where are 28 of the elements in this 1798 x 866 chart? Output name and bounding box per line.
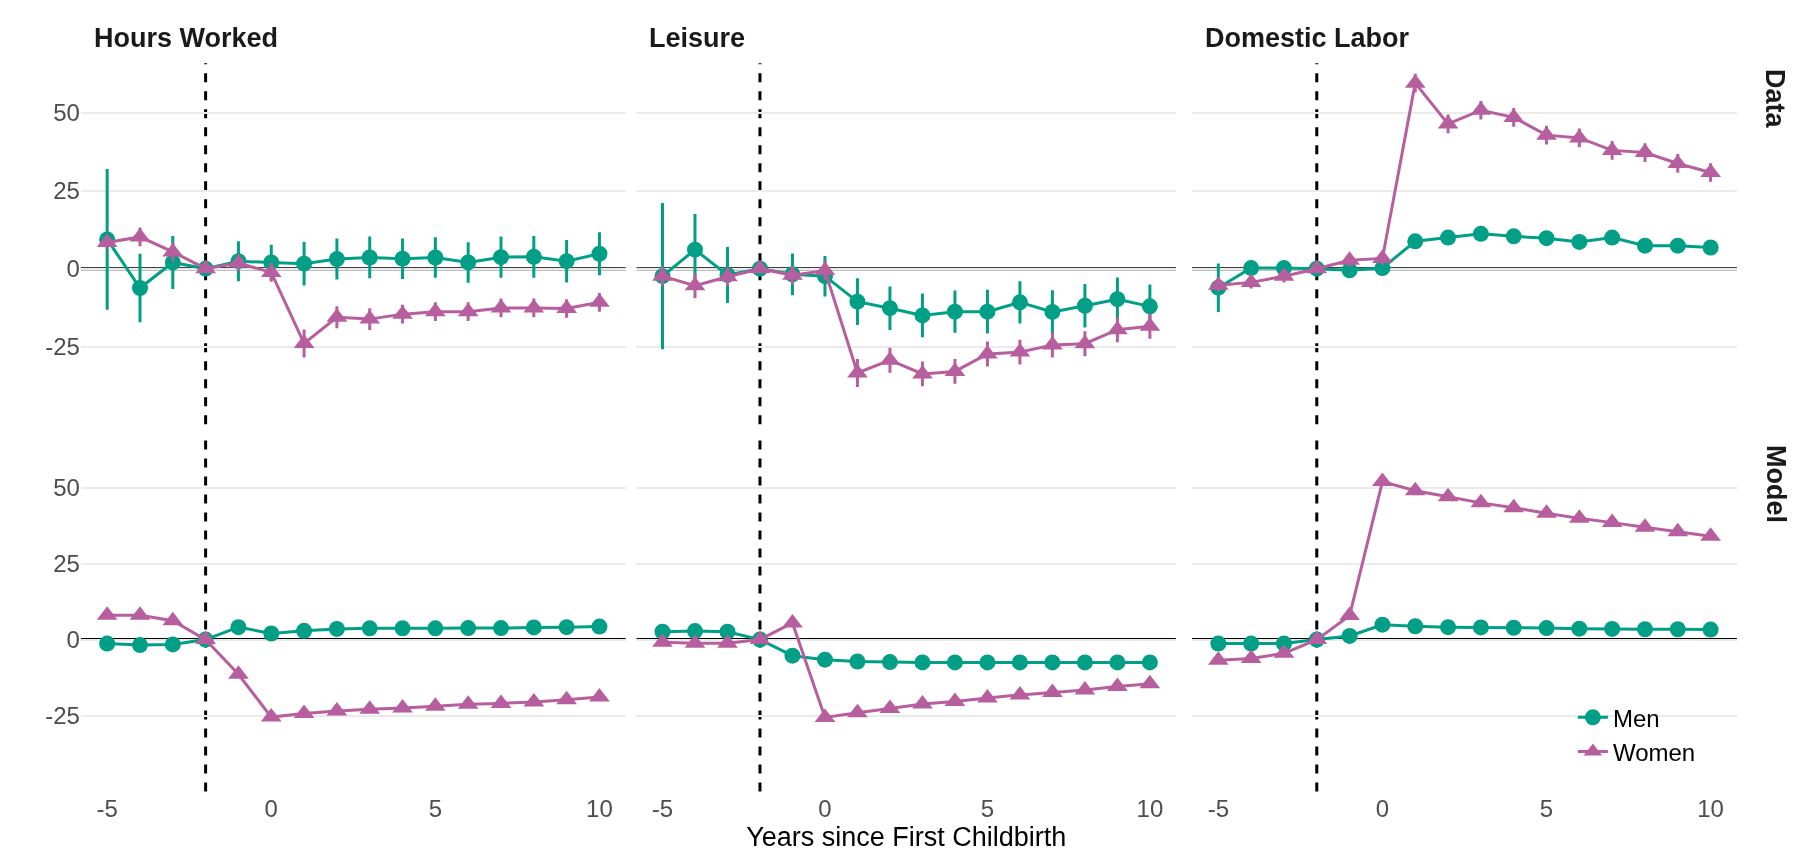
y-tick-label: 25	[53, 550, 80, 578]
y-tick-label: 50	[53, 474, 80, 502]
chart-title: Hours Worked	[94, 23, 279, 53]
x-tick-label: 0	[818, 794, 832, 822]
y-tick-label: -25	[45, 701, 80, 729]
x-tick-label: 10	[1136, 794, 1164, 822]
x-tick-label: 10	[586, 794, 613, 822]
x-tick-label: 0	[1375, 794, 1390, 822]
text: Model	[1760, 444, 1791, 523]
x-tick-label: 5	[1539, 794, 1554, 822]
legend-label: Men	[1612, 704, 1660, 732]
y-tick-label: 50	[53, 99, 80, 127]
x-tick-label: 0	[264, 794, 278, 822]
x-axis-title: Years since First Childbirth	[746, 821, 1067, 852]
chart-title: Domestic Labor	[1205, 23, 1410, 53]
x-tick-label: -5	[1207, 794, 1230, 822]
y-tick-label: 25	[53, 177, 80, 205]
x-tick-label: 5	[428, 794, 443, 822]
x-tick-label: 10	[1697, 794, 1724, 822]
x-tick-label: -5	[651, 794, 674, 822]
y-tick-label: 0	[66, 626, 80, 653]
legend-label: Women	[1612, 738, 1696, 766]
text: Data	[1759, 69, 1790, 129]
x-tick-label: -5	[96, 794, 118, 822]
chart-title: Leisure	[649, 23, 746, 53]
y-tick-label: 0	[66, 255, 80, 283]
y-tick-label: -25	[45, 332, 80, 360]
x-tick-label: 5	[980, 794, 995, 822]
